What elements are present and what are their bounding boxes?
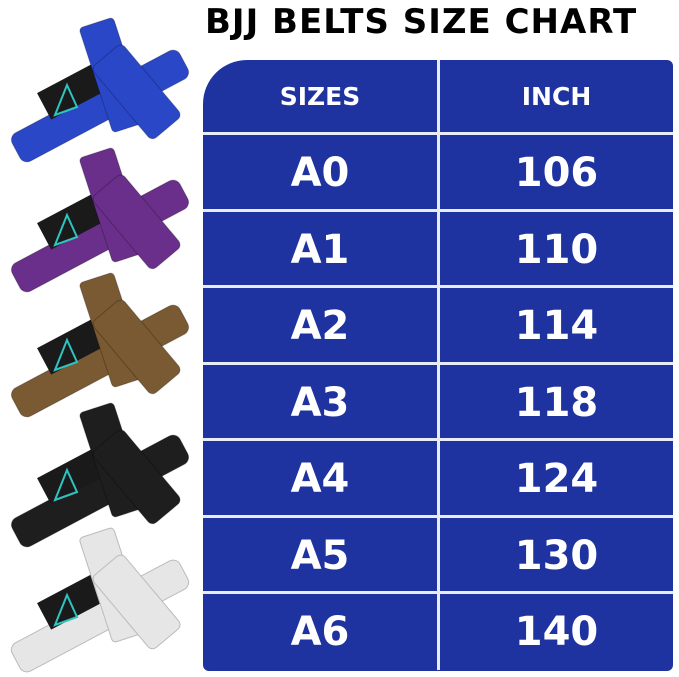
size-cell: A4 <box>203 441 440 517</box>
header-inch: INCH <box>521 81 592 111</box>
brand-logo-icon <box>53 212 79 247</box>
brand-logo-icon <box>53 592 79 627</box>
size-cell: A2 <box>203 288 440 364</box>
size-cell: A1 <box>203 211 440 288</box>
size-cell: A5 <box>203 517 440 594</box>
size-cell: A0 <box>203 135 440 211</box>
inch-cell: 124 <box>514 456 599 502</box>
inch-cell: 118 <box>514 379 599 426</box>
belt-images <box>10 17 190 673</box>
table-row: A6 140 <box>203 591 673 670</box>
belt-white <box>10 527 190 673</box>
belt-label-patch <box>37 190 113 250</box>
header-sizes: SIZES <box>203 60 440 132</box>
table-row: A2 114 <box>203 285 673 364</box>
size-table: SIZES INCH A0 106 A1 110 A2 114 A3 118 A4 124 A5 13… <box>203 60 673 671</box>
table-row: A3 118 <box>203 361 673 441</box>
size-cell: A3 <box>203 364 440 441</box>
table-row: A1 110 <box>203 208 673 288</box>
belt-black <box>10 402 190 548</box>
belt-label-patch <box>37 60 113 120</box>
inch-cell: 114 <box>514 303 599 349</box>
inch-cell: 140 <box>514 609 599 655</box>
brand-logo-icon <box>53 467 79 502</box>
inch-cell: 106 <box>514 150 599 196</box>
inch-cell: 110 <box>514 226 599 273</box>
chart-title: BJJ BELTS SIZE CHART <box>205 2 638 42</box>
table-header-row: SIZES INCH <box>203 60 673 132</box>
table-row: A0 106 <box>203 132 673 211</box>
belt-label-patch <box>37 315 113 375</box>
belt-label-patch <box>37 445 113 505</box>
table-row: A5 130 <box>203 514 673 594</box>
size-cell: A6 <box>203 594 440 670</box>
belt-blue <box>10 17 190 163</box>
table-row: A4 124 <box>203 438 673 517</box>
brand-logo-icon <box>53 337 79 372</box>
belt-brown <box>10 272 190 418</box>
brand-logo-icon <box>53 82 79 117</box>
inch-cell: 130 <box>514 532 599 579</box>
belt-purple <box>10 147 190 293</box>
